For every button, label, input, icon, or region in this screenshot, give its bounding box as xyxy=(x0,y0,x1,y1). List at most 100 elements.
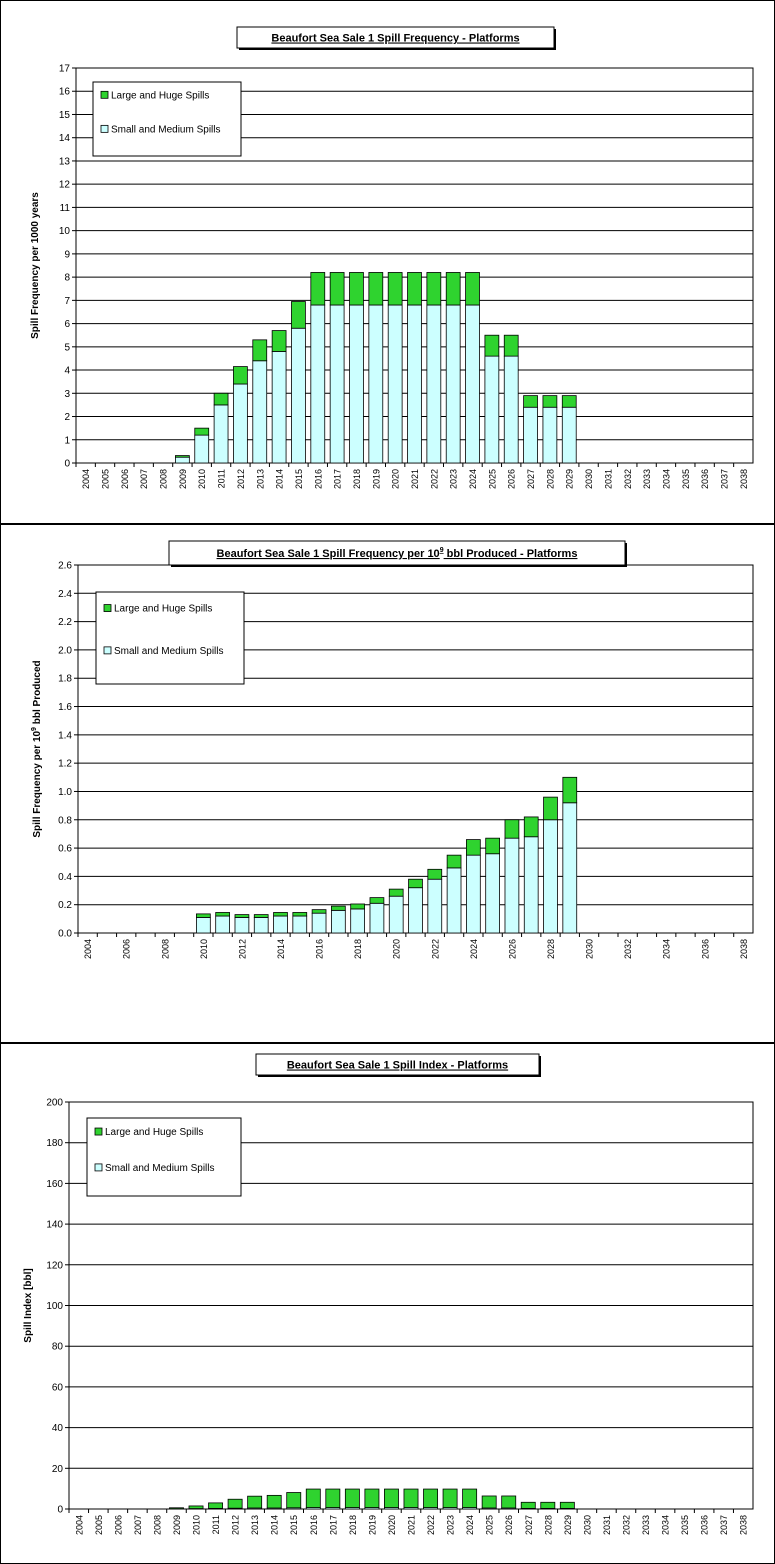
bar-small-medium-2017 xyxy=(331,909,346,934)
x-tick-label: 2034 xyxy=(661,469,671,489)
y-tick-label: 0.4 xyxy=(58,872,72,883)
bar-large-huge-2010 xyxy=(196,913,211,918)
y-tick-label: 1 xyxy=(64,435,70,446)
bar-small-medium-2027 xyxy=(523,836,539,934)
bar-small-medium-2013 xyxy=(253,917,269,934)
bar-large-huge-2010 xyxy=(188,1505,204,1509)
bar-large-huge-2013 xyxy=(253,914,269,918)
bar-small-medium-2015 xyxy=(291,327,306,464)
x-tick-label: 2019 xyxy=(371,469,381,489)
x-tick-label: 2021 xyxy=(410,469,420,489)
legend xyxy=(86,1117,242,1197)
bar-small-medium-2020 xyxy=(388,895,404,934)
legend-label-large-huge: Large and Huge Spills xyxy=(105,1127,203,1138)
bar-large-huge-2013 xyxy=(247,1495,263,1509)
y-tick-label: 0 xyxy=(64,459,70,470)
x-tick-label: 2036 xyxy=(700,1515,710,1535)
x-tick-label: 2014 xyxy=(276,939,286,959)
y-tick-label: 6 xyxy=(64,319,70,330)
y-tick-label: 20 xyxy=(52,1464,64,1475)
y-tick-label: 7 xyxy=(64,296,70,307)
bar-large-huge-2026 xyxy=(501,1495,517,1509)
bar-large-huge-2026 xyxy=(504,819,520,839)
bar-small-medium-2013 xyxy=(252,360,268,464)
y-tick-label: 4 xyxy=(64,366,70,377)
bar-small-medium-2025 xyxy=(485,853,500,934)
x-tick-label: 2015 xyxy=(289,1515,299,1535)
legend-swatch-large-huge xyxy=(94,1127,103,1136)
x-tick-label: 2037 xyxy=(719,469,729,489)
x-tick-label: 2031 xyxy=(603,469,613,489)
legend-swatch-large-huge xyxy=(100,90,109,99)
bar-large-huge-2014 xyxy=(271,330,287,352)
x-tick-label: 2035 xyxy=(680,1515,690,1535)
bar-large-huge-2018 xyxy=(344,1488,360,1508)
y-tick-label: 100 xyxy=(46,1301,63,1312)
x-tick-label: 2028 xyxy=(546,939,556,959)
bar-large-huge-2021 xyxy=(407,272,422,306)
y-tick-label: 8 xyxy=(64,273,70,284)
bar-large-huge-2021 xyxy=(408,878,423,889)
x-tick-label: 2013 xyxy=(250,1515,260,1535)
legend-swatch-small-medium xyxy=(100,124,109,133)
x-tick-label: 2004 xyxy=(74,1515,84,1535)
bar-large-huge-2029 xyxy=(559,1501,575,1509)
x-tick-label: 2022 xyxy=(430,939,440,959)
y-tick-label: 1.8 xyxy=(58,674,72,685)
x-tick-label: 2016 xyxy=(315,939,325,959)
chart-title: Beaufort Sea Sale 1 Spill Frequency - Pl… xyxy=(271,33,519,45)
bar-small-medium-2026 xyxy=(503,355,519,464)
x-tick-label: 2029 xyxy=(565,469,575,489)
y-tick-label: 3 xyxy=(64,389,70,400)
bar-large-huge-2019 xyxy=(368,272,384,306)
y-tick-label: 0 xyxy=(57,1505,63,1516)
bar-large-huge-2020 xyxy=(387,272,403,306)
y-tick-label: 2.4 xyxy=(58,589,72,600)
bar-large-huge-2010 xyxy=(194,427,210,436)
x-tick-label: 2028 xyxy=(545,469,555,489)
y-tick-label: 60 xyxy=(52,1382,64,1393)
x-tick-label: 2023 xyxy=(449,469,459,489)
bar-large-huge-2019 xyxy=(364,1488,380,1508)
x-tick-label: 2030 xyxy=(585,939,595,959)
x-tick-label: 2027 xyxy=(526,469,536,489)
x-tick-label: 2019 xyxy=(367,1515,377,1535)
legend xyxy=(92,81,242,157)
bar-large-huge-2029 xyxy=(561,395,577,408)
bar-small-medium-2022 xyxy=(427,878,443,934)
chart-title: Beaufort Sea Sale 1 Spill Index - Platfo… xyxy=(287,1060,508,1072)
y-tick-label: 0.2 xyxy=(58,900,72,911)
y-tick-label: 40 xyxy=(52,1423,64,1434)
bar-large-huge-2019 xyxy=(369,897,385,904)
x-tick-label: 2004 xyxy=(83,939,93,959)
bar-large-huge-2022 xyxy=(423,1488,438,1508)
legend xyxy=(95,591,245,685)
bar-small-medium-2025 xyxy=(484,355,500,464)
legend-label-large-huge: Large and Huge Spills xyxy=(114,604,212,615)
bar-small-medium-2012 xyxy=(234,917,250,934)
x-tick-label: 2026 xyxy=(507,469,517,489)
bar-large-huge-2009 xyxy=(169,1507,184,1510)
x-tick-label: 2008 xyxy=(160,939,170,959)
bar-large-huge-2017 xyxy=(325,1488,341,1508)
bar-large-huge-2027 xyxy=(523,395,538,408)
x-tick-label: 2020 xyxy=(392,939,402,959)
x-tick-label: 2012 xyxy=(237,939,247,959)
x-tick-label: 2018 xyxy=(352,469,362,489)
y-tick-label: 9 xyxy=(64,249,70,260)
bar-large-huge-2015 xyxy=(292,912,308,917)
x-tick-label: 2030 xyxy=(584,469,594,489)
bar-large-huge-2018 xyxy=(349,272,364,306)
y-tick-label: 180 xyxy=(46,1138,63,1149)
bar-large-huge-2011 xyxy=(208,1502,224,1509)
bar-small-medium-2018 xyxy=(349,304,364,464)
x-tick-label: 2008 xyxy=(152,1515,162,1535)
x-tick-label: 2026 xyxy=(504,1515,514,1535)
x-tick-label: 2038 xyxy=(739,939,749,959)
bar-large-huge-2022 xyxy=(427,868,443,880)
bar-large-huge-2025 xyxy=(485,837,500,855)
x-tick-label: 2008 xyxy=(159,469,169,489)
bar-small-medium-2028 xyxy=(542,406,558,464)
y-axis-label: Spill Frequency per 109 bbl Produced xyxy=(31,660,43,837)
